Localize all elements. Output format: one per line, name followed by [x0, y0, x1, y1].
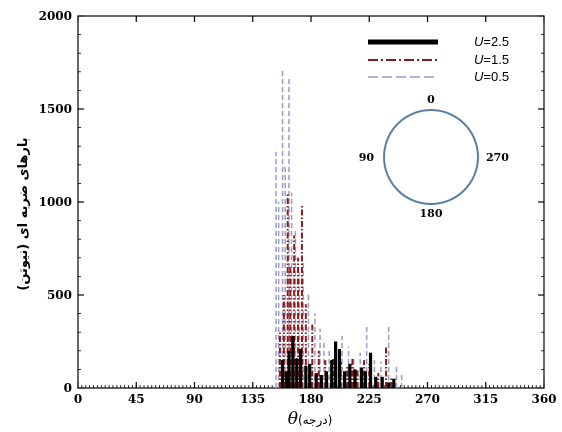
inset-angle-270: 270 [486, 151, 509, 164]
inset-angle-0: 0 [427, 93, 435, 106]
x-tick-label: 270 [415, 392, 440, 406]
series-marks [275, 68, 403, 388]
inset-angle-180: 180 [420, 207, 443, 220]
x-tick-label: 360 [531, 392, 556, 406]
legend: U=2.5 U=1.5 U=0.5 [368, 34, 509, 84]
y-tick-label: 2000 [39, 9, 72, 23]
legend-label-u15: U=1.5 [474, 52, 509, 67]
inset-diagram: 0 90 180 270 [359, 93, 510, 220]
x-tick-label: 45 [128, 392, 145, 406]
x-tick-label: 135 [240, 392, 265, 406]
x-tick-label: 225 [357, 392, 382, 406]
x-tick-label: 180 [298, 392, 323, 406]
legend-label-u25: U=2.5 [474, 34, 509, 49]
legend-label-u05: U=0.5 [474, 69, 509, 84]
y-axis-label: بارهای ضربه ای (نیوتن) [16, 137, 31, 290]
y-tick-label: 0 [64, 381, 72, 395]
y-tick-label: 500 [47, 288, 72, 302]
x-tick-label: 0 [74, 392, 82, 406]
x-tick-label: 90 [186, 392, 203, 406]
x-axis-label: θ(درجه) [288, 409, 333, 429]
y-tick-label: 1000 [39, 195, 72, 209]
y-tick-label: 1500 [39, 102, 72, 116]
inset-circle [383, 109, 479, 205]
inset-angle-90: 90 [359, 151, 375, 164]
x-tick-label: 315 [473, 392, 498, 406]
y-axis: 0 500 1000 1500 2000 [39, 9, 544, 395]
